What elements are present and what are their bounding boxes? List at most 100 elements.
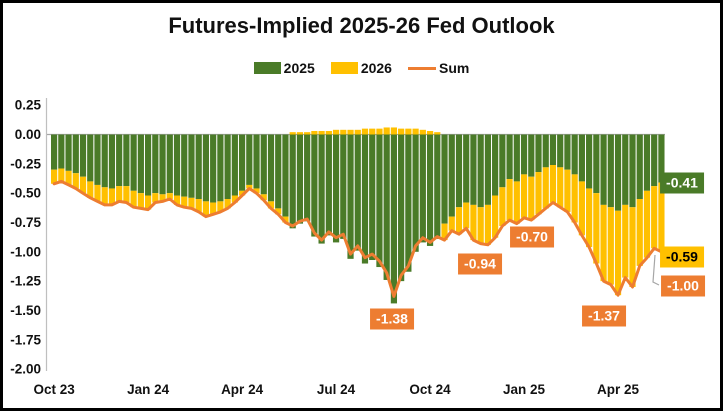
- chart-title: Futures-Implied 2025-26 Fed Outlook: [168, 13, 555, 38]
- bar-2025: [470, 134, 477, 205]
- bar-2025: [354, 134, 361, 251]
- bar-2025: [614, 134, 622, 211]
- bar-2025: [463, 134, 470, 203]
- bar-2026: [58, 168, 65, 182]
- bar-2026: [477, 207, 484, 244]
- bar-2025: [549, 134, 557, 165]
- bar-2025: [130, 134, 137, 191]
- bar-2025: [593, 134, 600, 194]
- bar-2025: [260, 134, 267, 195]
- bar-2026: [210, 202, 217, 215]
- y-axis-tick-label: -0.25: [10, 156, 41, 171]
- legend-item-sum: Sum: [407, 60, 469, 76]
- y-axis-tick-label: -0.75: [10, 215, 41, 230]
- bar-2026: [253, 188, 260, 194]
- bar-2026: [492, 195, 499, 238]
- y-axis-tick-label: 0.00: [15, 127, 41, 142]
- bar-2026: [325, 130, 332, 135]
- x-axis-tick-label: Apr 24: [221, 382, 264, 397]
- bar-2025: [332, 134, 340, 243]
- bar-2025: [311, 134, 318, 237]
- bar-2025: [51, 134, 58, 170]
- bar-2025: [58, 134, 65, 169]
- bar-2025: [651, 134, 658, 187]
- bar-2026: [65, 170, 72, 185]
- bar-2025: [564, 134, 571, 170]
- legend-item-2025: 2025: [253, 60, 315, 76]
- bar-2025: [376, 134, 383, 268]
- bar-2026: [101, 187, 108, 205]
- bar-2025: [405, 134, 412, 272]
- bar-2026: [116, 186, 123, 202]
- bar-2025: [246, 134, 253, 185]
- bar-2026: [586, 188, 593, 248]
- bar-2025: [325, 134, 332, 236]
- bar-2026: [499, 187, 506, 226]
- bar-2026: [426, 130, 434, 135]
- bar-2025: [65, 134, 72, 171]
- bar-2026: [318, 130, 325, 135]
- bar-2026: [607, 207, 614, 285]
- x-axis-tick-label: Jan 24: [127, 382, 170, 397]
- bar-2025: [181, 134, 188, 197]
- x-axis-tick-label: Oct 24: [409, 382, 451, 397]
- bar-2025: [224, 134, 231, 200]
- bar-2026: [390, 127, 398, 135]
- x-axis-tick-label: Jul 24: [317, 382, 356, 397]
- bar-2026: [123, 186, 130, 203]
- bar-2026: [94, 184, 101, 202]
- bar-2025: [520, 134, 528, 175]
- bar-2025: [390, 134, 398, 304]
- bar-2026: [571, 174, 578, 223]
- bar-2026: [622, 204, 629, 278]
- bar-2026: [398, 128, 405, 135]
- bar-2025: [455, 134, 463, 208]
- bar-2025: [275, 134, 282, 209]
- bar-2025: [166, 134, 173, 194]
- bar-2026: [520, 174, 528, 218]
- bar-2026: [231, 195, 238, 203]
- bar-2025: [506, 134, 513, 180]
- bar-2025: [72, 134, 79, 174]
- bar-2025: [217, 134, 224, 202]
- bar-2025: [304, 134, 311, 222]
- bar-2026: [412, 128, 419, 135]
- x-axis-tick-label: Apr 25: [597, 382, 640, 397]
- bar-2025: [398, 134, 405, 282]
- bar-2026: [578, 181, 585, 236]
- bar-2026: [72, 173, 79, 189]
- y-axis-tick-label: 0.25: [15, 98, 42, 113]
- bar-2026: [296, 132, 304, 135]
- bar-2026: [455, 207, 463, 235]
- bar-2026: [434, 132, 441, 135]
- bar-2025: [195, 134, 202, 200]
- bar-2025: [79, 134, 87, 177]
- bar-2025: [210, 134, 217, 203]
- bar-2025: [499, 134, 506, 188]
- bar-2026: [166, 193, 173, 200]
- bar-2025: [513, 134, 520, 182]
- bar-2025: [412, 134, 419, 252]
- bar-2026: [564, 169, 571, 212]
- bar-2025: [188, 134, 195, 198]
- bar-2026: [217, 201, 224, 212]
- bar-2025: [600, 134, 607, 205]
- bar-2025: [231, 134, 238, 196]
- bar-2025: [477, 134, 484, 208]
- bar-2026: [651, 186, 658, 249]
- bar-2026: [347, 129, 354, 135]
- bar-2026: [130, 190, 137, 208]
- bar-2026: [224, 199, 231, 209]
- legend-swatch-2026: [330, 62, 358, 74]
- bar-2026: [600, 204, 607, 282]
- bar-2025: [159, 134, 166, 195]
- bar-2026: [513, 181, 520, 224]
- bar-2025: [137, 134, 144, 194]
- bar-2026: [354, 129, 361, 135]
- bar-2025: [369, 134, 376, 261]
- legend-item-2026: 2026: [330, 60, 392, 76]
- bar-2026: [311, 130, 318, 135]
- bar-2026: [636, 199, 643, 266]
- bar-2026: [202, 201, 210, 217]
- bar-2026: [238, 190, 246, 196]
